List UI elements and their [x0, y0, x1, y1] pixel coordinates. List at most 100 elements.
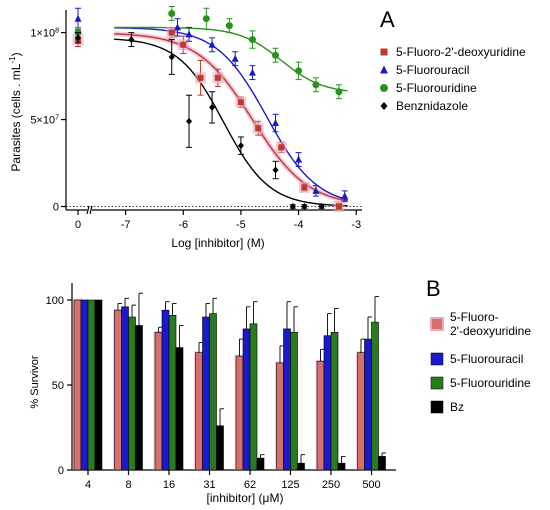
panel-b-bar [161, 309, 170, 471]
panel-a-y-tick-label-sup: 7 [55, 115, 59, 122]
panel-b-legend: 5-Fluoro-2'-deoxyuridine 5-Fluorouracil 5-… [430, 310, 531, 414]
panel-b-x-tick-label: 31 [203, 479, 215, 491]
panel-a-point [75, 34, 81, 42]
panel-a-legend-marker [380, 48, 388, 56]
panel-a-fit-curves [113, 26, 349, 207]
panel-a-fit-curve [114, 27, 348, 201]
panel-a-point [335, 203, 342, 210]
panel-b-ylabel: % Survivor [29, 355, 41, 409]
panel-b-legend-label: 5-Fluorouridine [450, 376, 531, 390]
panel-b-legend-swatch [430, 317, 444, 331]
panel-a-y-tick-label-sup: 8 [55, 28, 59, 35]
panel-a-point [301, 184, 308, 191]
panel-a-y-tick-label: 5×107 [30, 115, 59, 127]
panel-b-bar [357, 352, 365, 471]
panel-b-xlabel: [inhibitor] (μM) [207, 491, 284, 505]
panel-a-point [185, 30, 193, 38]
panel-a-ylabel-close: ) [9, 52, 23, 56]
panel-a-point [318, 203, 325, 211]
panel-b-bar [371, 321, 379, 471]
panel-b: B % Survivor [inhibitor] (μM) 0 50 100 4 8 16… [29, 276, 531, 505]
panel-b-x-tick-label: 500 [362, 479, 380, 491]
panel-b-bar [114, 309, 122, 471]
panel-a-point [295, 155, 303, 163]
panel-a-fit-halo [113, 31, 349, 204]
panel-a-legend-marker [380, 65, 388, 74]
panel-b-bar [378, 456, 386, 471]
panel-a-x-tick-label: -6 [178, 219, 188, 231]
panel-a-ylabel: Parasites (cells . mL-1) [8, 52, 23, 171]
panel-b-bar [168, 314, 177, 471]
panel-b-bar [290, 331, 298, 471]
panel-a-ylabel-sup: -1 [8, 56, 17, 64]
panel-a-point [173, 23, 181, 31]
panel-a-x-tick-label: -5 [236, 219, 246, 231]
panel-a-point [168, 9, 176, 17]
panel-b-bar [195, 352, 203, 471]
panel-b-x-tick-label: 125 [281, 479, 299, 491]
panel-a-legend-label: 5-Fluorouracil [396, 63, 469, 77]
panel-b-bar [242, 328, 251, 471]
panel-b-legend-label: Bz [450, 400, 464, 414]
panel-a-point [237, 142, 244, 150]
panel-b-bar [330, 331, 339, 471]
panel-a-point [272, 119, 280, 127]
panel-b-bar [323, 335, 332, 471]
panel-a-point [248, 68, 256, 76]
panel-b-xlabel-b: M) [269, 491, 283, 505]
panel-b-xlabel-a: [inhibitor] ( [207, 491, 263, 505]
panel-b-x-tick-label: 8 [125, 479, 131, 491]
panel-b-bar [256, 457, 265, 471]
panel-a-point [272, 166, 279, 174]
panel-a-legend-label: Benznidazole [396, 99, 468, 113]
panel-b-legend-swatch [430, 376, 444, 390]
panel-b-bar [73, 299, 82, 471]
panel-b-legend-swatch [430, 400, 444, 414]
panel-a-points [72, 6, 349, 213]
panel-a-fit-curve [114, 38, 348, 207]
panel-b-x-tick-label: 250 [322, 479, 340, 491]
panel-a-point [255, 125, 262, 132]
panel-a-legend: 5-Fluoro-2'-deoxyuridine 5-Fluorouracil 5-… [380, 45, 526, 113]
panel-a-y-tick-label: 0 [53, 202, 59, 214]
panel-a-point [278, 144, 285, 151]
panel-a-point [74, 14, 82, 22]
panel-b-bar [249, 323, 258, 471]
panel-a-legend-label: 5-Fluoro-2'-deoxyuridine [396, 45, 526, 59]
panel-a-point [168, 29, 175, 36]
panel-a-point [301, 203, 308, 211]
panel-a-axes: 0 5×107 1×108 -7 -6 -5 -4 -3 0 [30, 10, 362, 231]
panel-b-bar [216, 425, 224, 471]
panel-b-bar [80, 299, 89, 471]
panel-b-bar [337, 462, 346, 471]
panel-b-bar [235, 355, 244, 471]
panel-a-y-tick-label-base: 0 [53, 202, 59, 214]
panel-b-bar [283, 328, 291, 471]
panel-a-fit-curve [114, 33, 348, 202]
panel-b-bar [154, 331, 163, 471]
panel-a-point [214, 74, 221, 81]
panel-b-bar [316, 360, 325, 471]
panel-b-legend-label: 2'-deoxyuridine [450, 324, 531, 338]
panel-a-point [225, 22, 233, 30]
panel-a-point [168, 53, 175, 61]
panel-a-point [231, 54, 239, 62]
panel-b-bar [128, 316, 136, 471]
panel-b-letter: B [426, 276, 441, 301]
panel-a-x-tick-label: -7 [121, 219, 131, 231]
panel-a-point [295, 67, 303, 75]
panel-a-xlabel: Log [inhibitor] (M) [171, 236, 264, 250]
panel-a-legend-marker [380, 84, 388, 92]
panel-a-y-tick-label-base: 5×10 [30, 115, 55, 127]
panel-b-bar [297, 462, 305, 471]
panel-a-point [202, 15, 210, 23]
panel-b-x-tick-label: 4 [85, 479, 91, 491]
panel-a-point [209, 103, 216, 111]
panel-b-xlabel-mu: μ [263, 491, 270, 505]
panel-a-point [248, 36, 256, 44]
panel-a-point [341, 192, 349, 200]
panel-b-bar [276, 362, 284, 471]
panel-b-y-tick-label: 100 [46, 295, 64, 307]
panel-b-legend-swatch [430, 352, 444, 366]
